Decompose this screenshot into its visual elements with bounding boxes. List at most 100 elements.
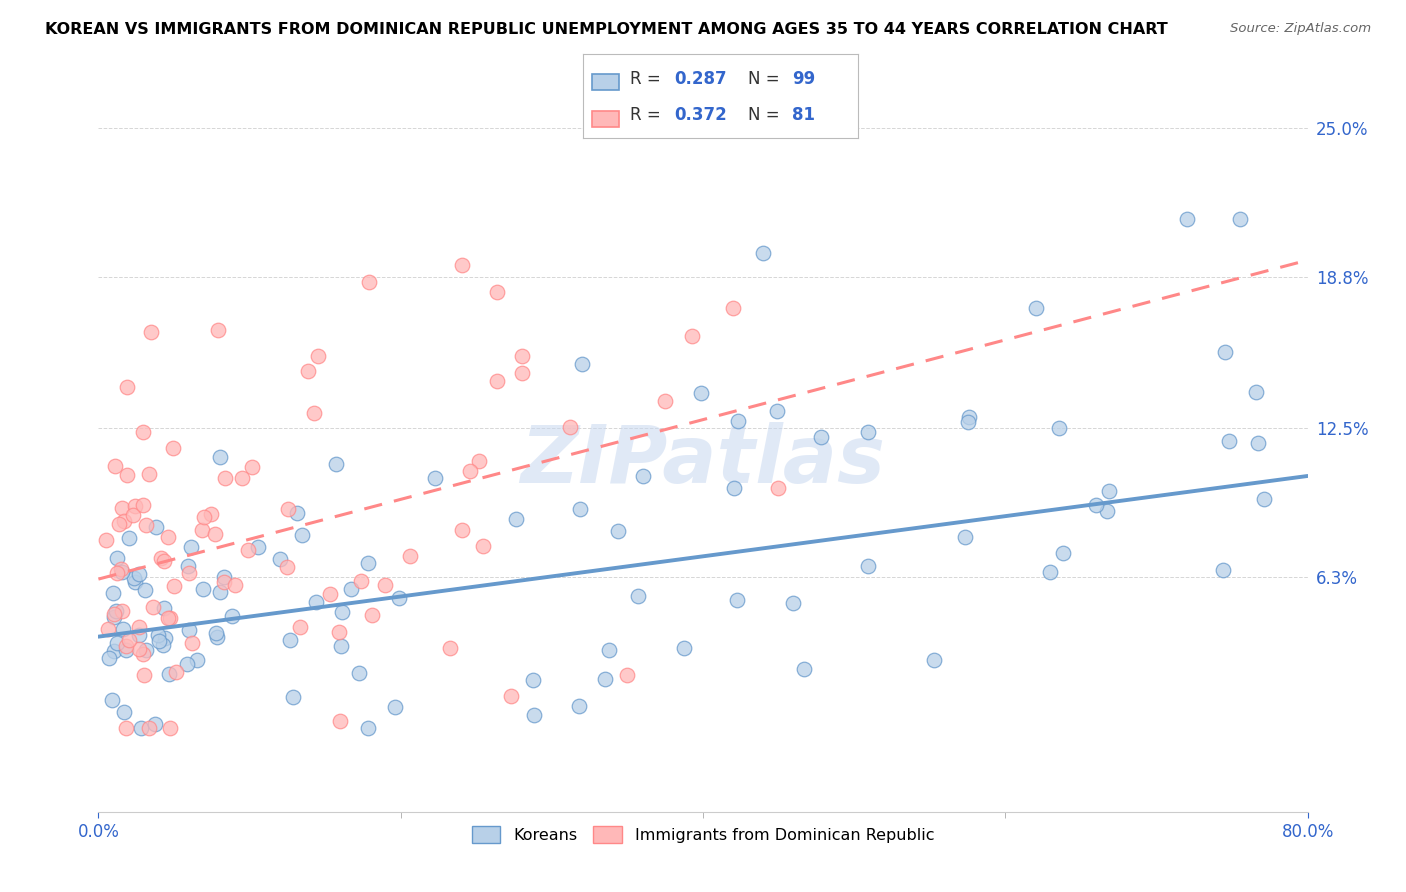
Point xyxy=(128,620,150,634)
Point xyxy=(374,578,396,592)
Point xyxy=(103,643,125,657)
Point xyxy=(207,323,229,337)
Point xyxy=(143,717,166,731)
Point xyxy=(510,366,533,380)
Point xyxy=(191,582,214,597)
Point xyxy=(105,551,128,566)
Point xyxy=(673,641,696,656)
Text: R =: R = xyxy=(630,106,666,124)
Point xyxy=(571,357,593,371)
Point xyxy=(1244,384,1267,399)
Point xyxy=(149,550,172,565)
Point xyxy=(156,611,179,625)
Point xyxy=(1039,565,1062,579)
Point xyxy=(177,623,200,637)
Bar xyxy=(592,112,619,128)
Point xyxy=(101,586,124,600)
Point xyxy=(141,325,163,339)
Point xyxy=(793,662,815,676)
Text: N =: N = xyxy=(748,106,785,124)
Point xyxy=(159,721,181,735)
Point xyxy=(190,523,212,537)
Point xyxy=(212,570,235,584)
Point xyxy=(439,641,461,656)
Point xyxy=(723,481,745,495)
Point xyxy=(631,469,654,483)
Point xyxy=(350,574,373,588)
Point xyxy=(208,585,231,599)
Point xyxy=(138,467,160,481)
Point xyxy=(568,699,591,714)
Point xyxy=(1052,546,1074,560)
Point xyxy=(357,721,380,735)
Point xyxy=(1095,504,1118,518)
Point xyxy=(766,481,789,495)
Point xyxy=(297,364,319,378)
Point xyxy=(1024,301,1046,315)
Point xyxy=(1085,499,1108,513)
Point xyxy=(329,639,352,653)
Point xyxy=(221,609,243,624)
Point xyxy=(132,498,155,512)
Point xyxy=(681,329,703,343)
Point xyxy=(131,648,153,662)
Point xyxy=(153,553,176,567)
Point xyxy=(505,512,527,526)
Point xyxy=(782,596,804,610)
Point xyxy=(200,507,222,521)
Point xyxy=(128,627,150,641)
Point xyxy=(146,628,169,642)
Point xyxy=(111,500,134,515)
Point xyxy=(953,530,976,544)
Point xyxy=(110,562,132,576)
Point xyxy=(384,699,406,714)
Point xyxy=(176,559,198,574)
Point xyxy=(157,530,180,544)
Point xyxy=(957,415,980,429)
Point xyxy=(124,574,146,589)
Point xyxy=(1218,434,1240,449)
Point xyxy=(325,457,347,471)
Point xyxy=(499,689,522,703)
Point xyxy=(115,721,138,735)
Text: 99: 99 xyxy=(792,70,815,88)
Point xyxy=(598,643,620,657)
Point xyxy=(388,591,411,605)
Point xyxy=(122,572,145,586)
Text: 0.372: 0.372 xyxy=(673,106,727,124)
Point xyxy=(765,404,787,418)
Point xyxy=(135,643,157,657)
Text: Source: ZipAtlas.com: Source: ZipAtlas.com xyxy=(1230,22,1371,36)
Point xyxy=(357,276,380,290)
Point xyxy=(128,642,150,657)
Text: N =: N = xyxy=(748,70,785,88)
Text: KOREAN VS IMMIGRANTS FROM DOMINICAN REPUBLIC UNEMPLOYMENT AMONG AGES 35 TO 44 YE: KOREAN VS IMMIGRANTS FROM DOMINICAN REPU… xyxy=(45,22,1168,37)
Point xyxy=(101,692,124,706)
Point xyxy=(523,708,546,723)
Point xyxy=(467,453,489,467)
Point xyxy=(135,518,157,533)
Point xyxy=(340,582,363,596)
Point xyxy=(134,583,156,598)
Point xyxy=(105,635,128,649)
Point xyxy=(114,705,136,719)
Point xyxy=(423,471,446,485)
Point xyxy=(152,638,174,652)
Point xyxy=(450,524,472,538)
Bar xyxy=(592,74,619,90)
Point xyxy=(725,593,748,607)
Point xyxy=(690,386,713,401)
Point xyxy=(347,665,370,680)
Point xyxy=(1213,345,1236,359)
Point xyxy=(727,414,749,428)
Point xyxy=(278,633,301,648)
Point xyxy=(159,611,181,625)
Point xyxy=(205,631,228,645)
Point xyxy=(240,459,263,474)
Point xyxy=(485,374,508,388)
Point xyxy=(569,501,592,516)
Point xyxy=(129,721,152,735)
Point xyxy=(181,636,204,650)
Point xyxy=(157,667,180,681)
Point xyxy=(107,517,129,532)
